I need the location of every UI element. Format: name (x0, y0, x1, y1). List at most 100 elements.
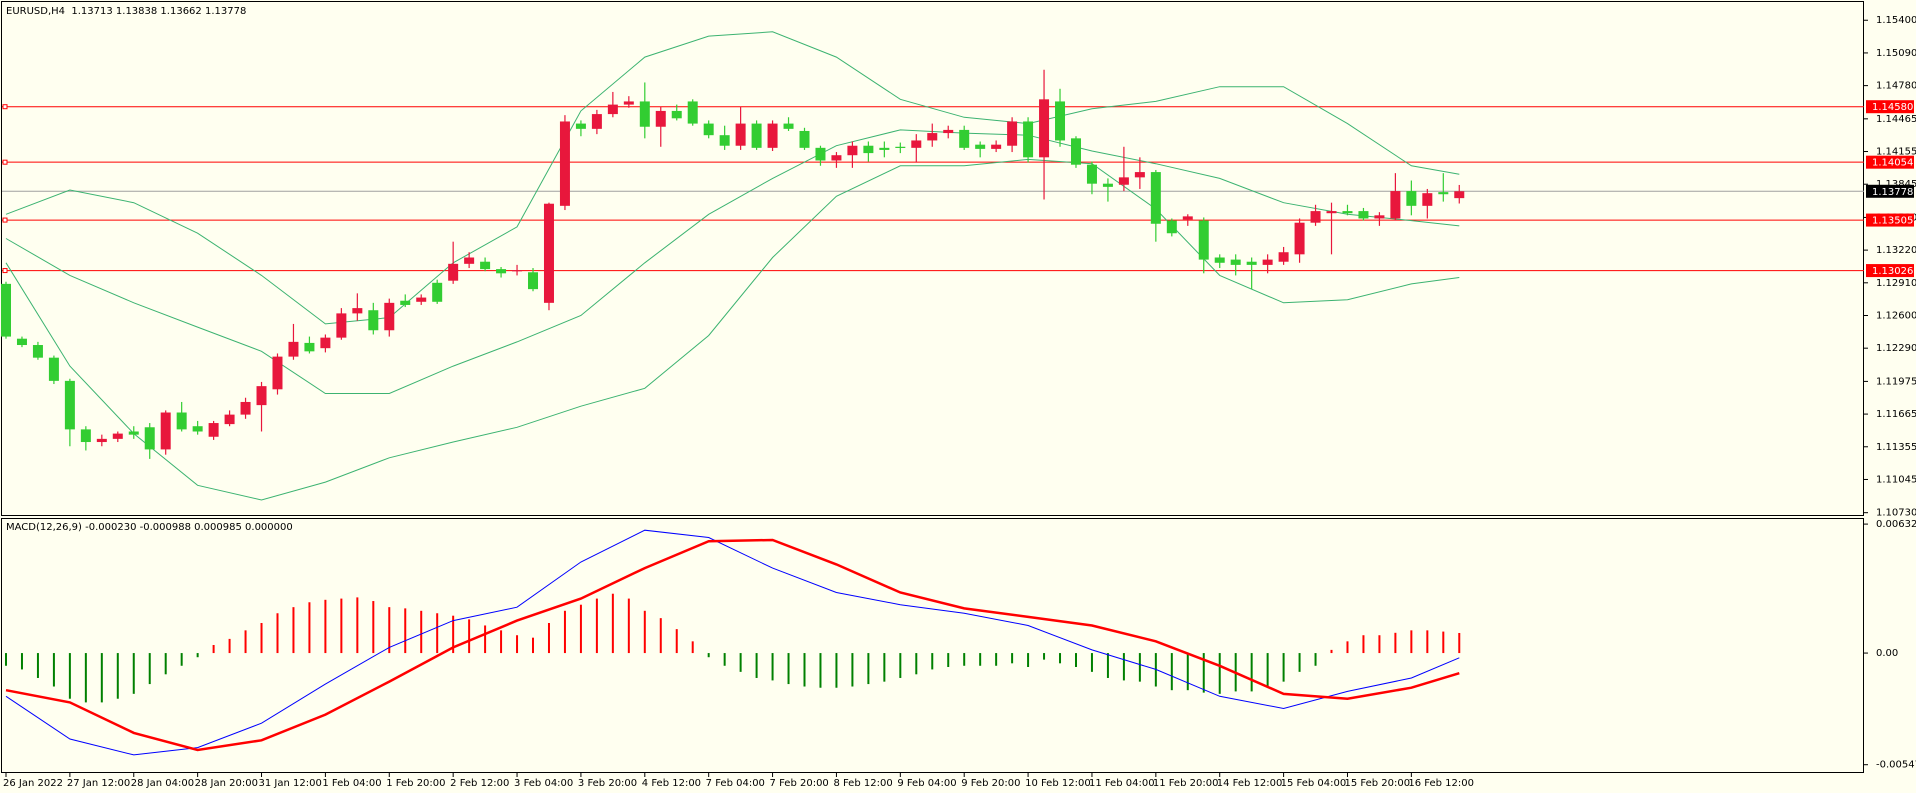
x-tick-label: 28 Jan 04:00 (131, 778, 194, 789)
candle-body (623, 101, 634, 105)
candle-body (1102, 183, 1113, 187)
candle-body (639, 101, 650, 127)
candle-body (432, 282, 443, 302)
x-tick-label: 15 Feb 20:00 (1344, 778, 1410, 789)
candle-body (464, 257, 475, 264)
y-tick-label: -0.005476 (1876, 760, 1916, 771)
x-tick-label: 4 Feb 12:00 (642, 778, 701, 789)
candle-body (911, 140, 922, 148)
candle-body (1246, 261, 1257, 265)
y-tick-label: 1.10730 (1876, 508, 1916, 519)
candle-body (559, 121, 570, 206)
candle-body (448, 263, 459, 281)
candle-body (863, 145, 874, 154)
x-tick-label: 2 Feb 12:00 (450, 778, 509, 789)
candle-body (160, 412, 171, 450)
candle-body (1230, 259, 1241, 265)
candle-body (144, 427, 155, 450)
candle-body (496, 269, 507, 274)
level-label: 1.13505 (1872, 216, 1913, 227)
candle-body (671, 110, 682, 119)
indicator-line (5, 538, 1460, 752)
candle-body (1422, 193, 1433, 206)
candle-body (16, 338, 27, 346)
candle-body (240, 401, 251, 415)
x-tick-label: 9 Feb 20:00 (961, 778, 1020, 789)
candle-body (1326, 211, 1337, 214)
candle-body (1310, 211, 1321, 223)
candle-body (32, 345, 43, 358)
candle-body (128, 431, 139, 435)
candle-body (879, 147, 890, 150)
candle-body (512, 270, 523, 272)
candle-body (48, 357, 59, 381)
level-label-bg (1866, 264, 1914, 278)
y-tick-label: 1.11975 (1876, 376, 1916, 387)
candle-body (208, 423, 219, 437)
candle-body (1086, 164, 1097, 184)
candle-body (1454, 191, 1465, 199)
candle-body (256, 386, 267, 406)
candle-body (1, 283, 11, 337)
y-tick-label: 1.14780 (1876, 81, 1916, 92)
candle-body (799, 130, 810, 148)
candle-body (895, 146, 906, 148)
candle-body (1134, 172, 1145, 178)
price-panel-frame (1, 1, 1864, 516)
x-tick-label: 7 Feb 04:00 (706, 778, 765, 789)
candle-body (416, 297, 427, 302)
y-tick-label: 1.15090 (1876, 48, 1916, 59)
candle-body (1342, 211, 1353, 214)
candle-body (719, 135, 730, 146)
candle-body (224, 414, 235, 425)
level-label-bg (1866, 155, 1914, 169)
level-label: 1.14580 (1872, 102, 1913, 113)
candle-body (96, 438, 107, 443)
candle-body (1262, 259, 1273, 265)
last-price-label: 1.13778 (1872, 187, 1913, 198)
candle-body (767, 123, 778, 148)
candle-body (400, 300, 411, 305)
y-tick-label: 1.14155 (1876, 147, 1916, 158)
candle-body (831, 155, 842, 161)
indicator-line (5, 129, 1460, 394)
x-tick-label: 3 Feb 20:00 (578, 778, 637, 789)
candle-body (272, 356, 283, 390)
candle-body (368, 310, 379, 331)
indicator-line (5, 158, 1460, 501)
candle-body (1118, 177, 1129, 185)
x-tick-label: 8 Feb 12:00 (833, 778, 892, 789)
y-tick-label: 0.00 (1876, 648, 1898, 659)
indicator-line (5, 529, 1460, 756)
y-tick-label: 1.11355 (1876, 442, 1916, 453)
candle-body (751, 123, 762, 148)
candle-body (1070, 138, 1081, 165)
indicator-title: MACD(12,26,9) -0.000230 -0.000988 0.0009… (6, 522, 293, 533)
candle-body (1055, 101, 1066, 141)
price-level-marker (2, 104, 8, 110)
plot-layer: 1.15400 1.15090 1.14780 1.14465 1.14155 1.138… (1, 15, 1916, 789)
candle-body (1374, 215, 1385, 219)
candle-body (543, 203, 554, 303)
candle-body (847, 145, 858, 156)
x-tick-label: 11 Feb 20:00 (1153, 778, 1219, 789)
last-price-label-bg (1866, 184, 1914, 198)
candle-body (703, 123, 714, 136)
y-tick-label: 1.12290 (1876, 343, 1916, 354)
candle-body (575, 123, 586, 129)
price-level-marker (2, 268, 8, 274)
x-tick-label: 28 Jan 20:00 (195, 778, 258, 789)
indicator-line (5, 31, 1460, 325)
macd-panel-frame (1, 518, 1864, 773)
candle-body (815, 147, 826, 161)
x-tick-label: 16 Feb 12:00 (1408, 778, 1474, 789)
candle-body (112, 433, 123, 439)
x-tick-label: 31 Jan 12:00 (259, 778, 322, 789)
candle-body (959, 129, 970, 148)
y-tick-label: 1.12910 (1876, 278, 1916, 289)
x-tick-label: 14 Feb 12:00 (1217, 778, 1283, 789)
candle-body (607, 104, 618, 115)
candle-body (1007, 121, 1018, 146)
candle-body (304, 342, 315, 352)
